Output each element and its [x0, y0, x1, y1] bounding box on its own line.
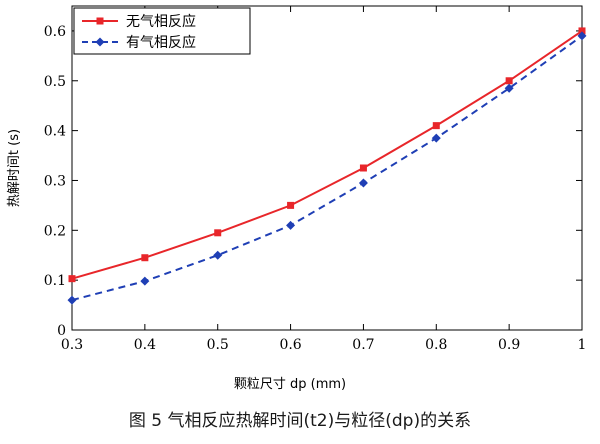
legend-marker	[95, 37, 105, 47]
x-tick-label: 0.4	[134, 337, 156, 353]
data-point	[213, 250, 223, 260]
data-point	[140, 276, 150, 286]
data-point	[431, 133, 441, 143]
data-point	[358, 178, 368, 188]
series-line	[71, 35, 583, 302]
data-point	[287, 201, 295, 209]
data-point	[68, 275, 76, 283]
data-point	[141, 254, 149, 262]
y-axis-label: 热解时间t (s)	[7, 129, 22, 207]
y-tick-label: 0.1	[44, 273, 66, 289]
line-chart: 0.3 0.4 0.5 0.6 0.7 0.8 0.9 1 0 0.1 0.2 0.3 0.4 0.5 0.…	[7, 5, 587, 392]
data-point	[67, 295, 77, 305]
data-point	[432, 122, 440, 130]
data-point	[359, 164, 367, 172]
x-tick-label: 0.6	[279, 337, 301, 353]
data-point	[505, 77, 513, 85]
x-tick-label: 0.7	[352, 337, 374, 353]
y-tick-label: 0.4	[44, 124, 66, 140]
data-point	[577, 31, 587, 41]
series-2	[67, 31, 587, 305]
legend-label: 无气相反应	[126, 13, 196, 30]
legend-box	[73, 7, 251, 55]
series-line	[71, 30, 583, 280]
x-tick-label: 1	[578, 337, 587, 353]
x-tick-label: 0.9	[498, 337, 520, 353]
data-point	[214, 229, 222, 237]
data-point	[578, 27, 586, 35]
x-axis-label: 颗粒尺寸 dp (mm)	[234, 377, 346, 392]
legend-marker	[96, 17, 104, 25]
series-1	[68, 27, 586, 283]
y-tick-label: 0.6	[44, 24, 66, 40]
legend-entry: 无气相反应	[82, 13, 196, 30]
legend-label: 有气相反应	[126, 34, 196, 51]
figure-caption: 图 5 气相反应热解时间(t2)与粒径(dp)的关系	[128, 411, 472, 431]
y-tick-label: 0.5	[44, 74, 66, 90]
x-tick-label: 0.3	[61, 337, 83, 353]
y-tick-label: 0.2	[44, 223, 66, 239]
data-point	[504, 83, 514, 93]
x-tick-label: 0.5	[207, 337, 229, 353]
y-tick-label: 0	[57, 323, 66, 339]
x-tick-label: 0.8	[425, 337, 447, 353]
y-tick-label: 0.3	[44, 173, 66, 189]
legend-entry: 有气相反应	[82, 34, 196, 51]
data-point	[286, 220, 296, 230]
